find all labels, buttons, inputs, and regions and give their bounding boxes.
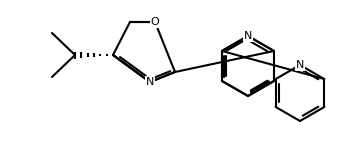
Text: N: N — [296, 60, 304, 70]
Text: O: O — [150, 17, 159, 27]
Text: N: N — [146, 77, 154, 87]
Text: N: N — [244, 31, 252, 41]
